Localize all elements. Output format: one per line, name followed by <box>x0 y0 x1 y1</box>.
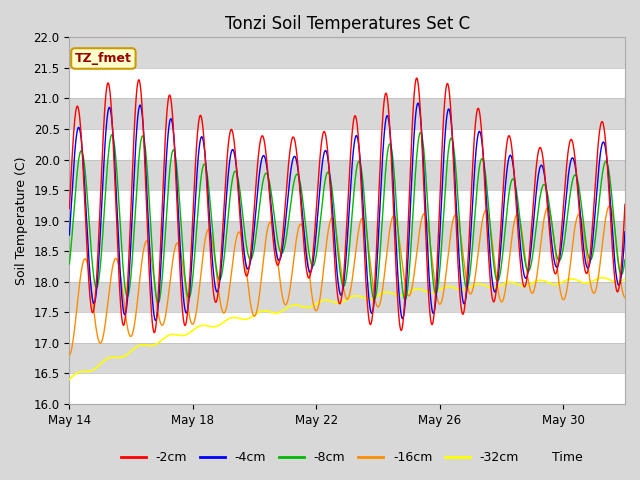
Bar <box>69 98 625 129</box>
Bar <box>69 251 625 282</box>
Y-axis label: Soil Temperature (C): Soil Temperature (C) <box>15 156 28 285</box>
Bar <box>69 282 625 312</box>
Bar <box>69 190 625 221</box>
Bar <box>69 312 625 343</box>
Bar <box>69 373 625 404</box>
Bar <box>69 343 625 373</box>
Bar <box>69 159 625 190</box>
Bar <box>69 37 625 68</box>
Title: Tonzi Soil Temperatures Set C: Tonzi Soil Temperatures Set C <box>225 15 470 33</box>
Text: TZ_fmet: TZ_fmet <box>75 52 132 65</box>
Bar <box>69 221 625 251</box>
Bar <box>69 129 625 159</box>
Bar <box>69 68 625 98</box>
Legend: -2cm, -4cm, -8cm, -16cm, -32cm: -2cm, -4cm, -8cm, -16cm, -32cm <box>116 446 524 469</box>
Text: Time: Time <box>552 451 582 464</box>
